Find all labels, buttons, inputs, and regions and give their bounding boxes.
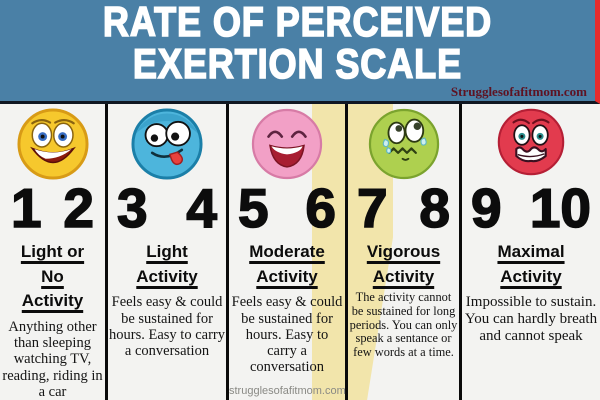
scale-number: 8: [419, 177, 451, 239]
column-description: The activity cannot be sustained for lon…: [349, 290, 458, 359]
watermark-text: strugglesofafitmom.com: [229, 385, 346, 397]
scale-number: 9: [470, 177, 502, 239]
scale-number: 4: [186, 177, 218, 239]
page-title-line2: EXERTION SCALE: [132, 40, 463, 87]
scale-numbers: 5 6: [229, 177, 345, 239]
brand-text: Strugglesofafitmom.com: [450, 84, 587, 99]
scale-number: 2: [63, 177, 95, 239]
column-light-activity: 3 4 Light Activity Feels easy & could be…: [105, 104, 226, 400]
silly-blue-face-icon: [108, 104, 226, 185]
heading-line: Activity: [21, 291, 84, 311]
page-title: RATE OF PERCEIVED EXERTION SCALE: [42, 0, 554, 87]
header-banner: RATE OF PERCEIVED EXERTION SCALE Struggl…: [0, 0, 600, 104]
column-description: Impossible to sustain. You can hardly br…: [464, 294, 598, 344]
column-description: Feels easy & could be sustained for hour…: [231, 294, 343, 376]
scale-numbers: 7 8: [348, 177, 459, 239]
column-maximal-activity: 9 10 Maximal Activity Impossible to sust…: [459, 104, 600, 400]
scale-number: 1: [10, 177, 42, 239]
heading-line: No: [41, 266, 64, 286]
scale-number: 10: [529, 177, 592, 239]
heading-line: Light or: [20, 242, 85, 261]
scale-numbers: 9 10: [462, 177, 600, 239]
column-vigorous-activity: 7 8 Vigorous Activity The activity canno…: [345, 104, 459, 400]
queasy-green-face-icon: [348, 104, 459, 185]
laughing-pink-face-icon: [229, 104, 345, 185]
heading-line: Moderate: [249, 242, 325, 261]
scale-number: 5: [237, 177, 269, 239]
scale-numbers: 3 4: [108, 177, 226, 239]
heading-line: Activity: [372, 266, 435, 286]
column-heading: Light Activity: [108, 240, 226, 289]
column-heading: Vigorous Activity: [348, 240, 459, 289]
column-heading: Moderate Activity: [229, 240, 345, 289]
scale-number: 3: [116, 177, 148, 239]
scale-numbers: 1 2: [0, 177, 105, 239]
column-light-or-no-activity: 1 2 Light or No Activity Anything other …: [0, 104, 105, 400]
heading-line: Light: [146, 242, 188, 261]
column-description: Anything other than sleeping watching TV…: [2, 318, 103, 400]
scale-number: 6: [305, 177, 337, 239]
page-title-line1: RATE OF PERCEIVED: [102, 0, 493, 45]
happy-yellow-face-icon: [0, 104, 105, 185]
strained-red-face-icon: [462, 104, 600, 185]
heading-line: Activity: [136, 266, 198, 286]
column-description: Feels easy & could be sustained for hour…: [109, 294, 225, 359]
column-heading: Light or No Activity: [0, 240, 105, 314]
heading-line: Vigorous: [366, 242, 441, 261]
scale-number: 7: [356, 177, 388, 239]
heading-line: Activity: [500, 266, 562, 286]
column-heading: Maximal Activity: [462, 240, 600, 289]
column-moderate-activity: 5 6 Moderate Activity Feels easy & could…: [226, 104, 345, 400]
heading-line: Activity: [256, 266, 318, 286]
heading-line: Maximal: [497, 242, 565, 261]
scale-columns: 1 2 Light or No Activity Anything other …: [0, 104, 600, 400]
